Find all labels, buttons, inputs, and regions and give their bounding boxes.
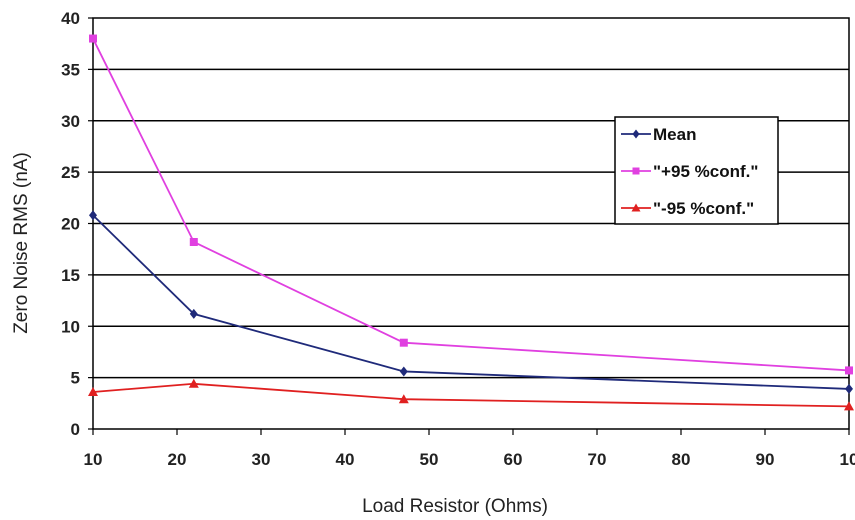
legend-label: "-95 %conf.": [653, 199, 754, 218]
x-tick-label: 50: [420, 450, 439, 469]
data-point: [88, 387, 98, 397]
x-tick-label: 30: [252, 450, 271, 469]
y-axis-title: Zero Noise RMS (nA): [11, 152, 32, 334]
series-lines: [88, 34, 854, 411]
series-square: [89, 34, 853, 375]
gridlines: [93, 68, 849, 379]
data-point: [89, 210, 97, 221]
data-point: [845, 366, 853, 375]
x-tick-label: 80: [672, 450, 691, 469]
series-line: [92, 382, 850, 408]
y-tick-label: 30: [61, 112, 80, 131]
legend-label: "+95 %conf.": [653, 162, 758, 181]
x-tick-label: 60: [504, 450, 523, 469]
y-tick-label: 20: [61, 215, 80, 234]
legend: Mean "+95 %conf." "-95 %conf.": [614, 116, 779, 225]
x-tick-label: 10: [84, 450, 103, 469]
x-tick-label: 10: [840, 450, 855, 469]
y-axis-ticks: 0 5 10 15 20 25 30 35 40: [61, 9, 93, 439]
legend-label: Mean: [653, 125, 696, 144]
y-tick-label: 5: [71, 369, 80, 388]
data-point: [632, 129, 640, 139]
y-tick-label: 35: [61, 60, 80, 79]
x-tick-label: 70: [588, 450, 607, 469]
data-point: [631, 203, 641, 212]
y-tick-label: 40: [61, 9, 80, 28]
data-point: [399, 338, 408, 347]
series-line: [92, 38, 850, 372]
x-axis-ticks: 10 20 30 40 50 60 70 80 90 10: [84, 429, 855, 469]
data-point: [399, 366, 408, 377]
data-point: [844, 401, 854, 411]
x-tick-label: 40: [336, 450, 355, 469]
y-tick-label: 15: [61, 266, 80, 285]
x-axis-title: Load Resistor (Ohms): [362, 496, 548, 517]
data-point: [845, 383, 853, 394]
x-tick-label: 20: [168, 450, 187, 469]
data-point: [189, 308, 198, 319]
data-point: [188, 378, 199, 388]
x-tick-label: 90: [756, 450, 775, 469]
series-triangle: [88, 378, 854, 411]
series-diamond: [89, 210, 853, 394]
data-point: [89, 34, 97, 43]
data-point: [189, 237, 198, 246]
y-tick-label: 10: [61, 317, 80, 336]
data-point: [398, 394, 409, 404]
data-point: [632, 167, 640, 175]
y-tick-label: 0: [71, 420, 80, 439]
series-line: [92, 214, 850, 390]
y-tick-label: 25: [61, 163, 80, 182]
